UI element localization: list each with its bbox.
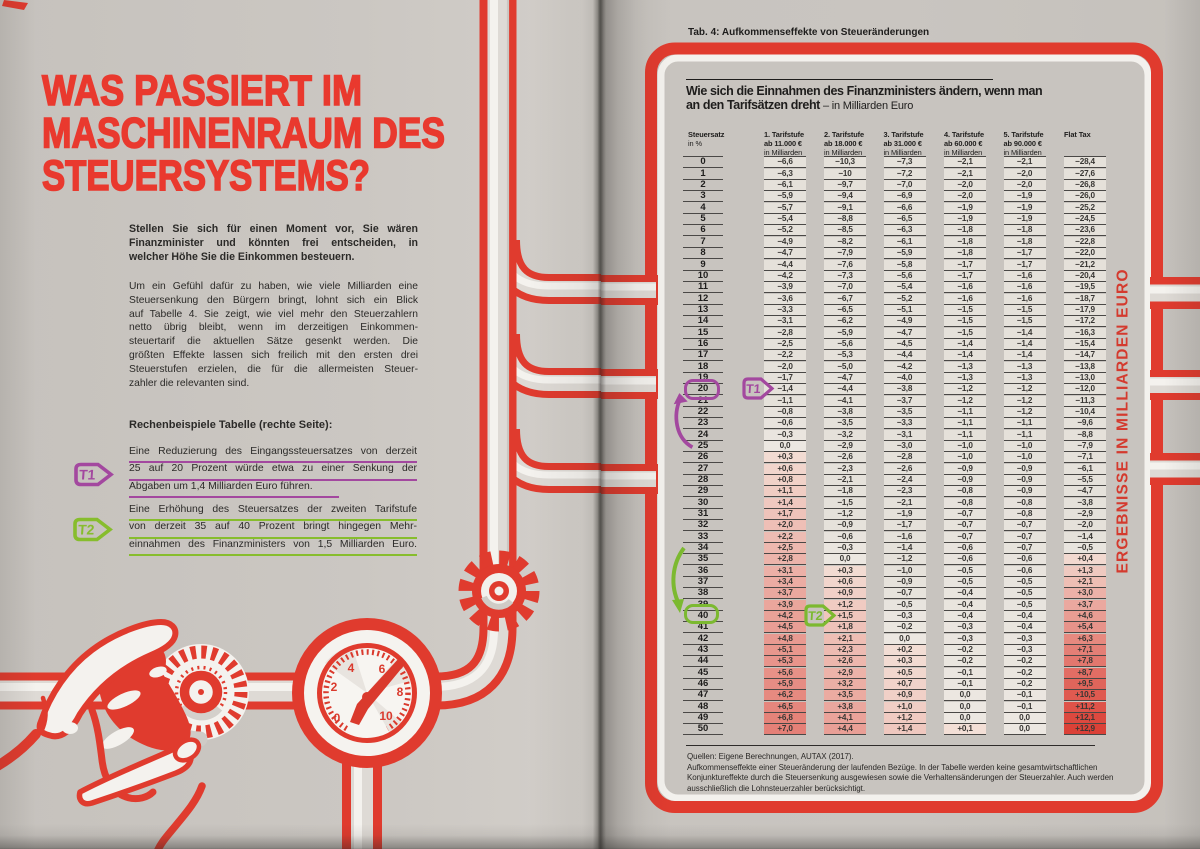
svg-text:WAS PASSIERT IM: WAS PASSIERT IM <box>42 68 362 115</box>
svg-text:T2: T2 <box>808 609 824 623</box>
svg-text:8: 8 <box>397 685 404 699</box>
svg-text:T2: T2 <box>77 522 95 538</box>
svg-text:MASCHINENRAUM DES: MASCHINENRAUM DES <box>42 111 445 158</box>
svg-text:0: 0 <box>334 711 341 725</box>
svg-text:4: 4 <box>348 661 355 675</box>
svg-text:10: 10 <box>379 709 393 723</box>
svg-text:T1: T1 <box>746 382 762 396</box>
svg-text:STEUERSYSTEMS?: STEUERSYSTEMS? <box>42 153 370 200</box>
svg-text:2: 2 <box>331 680 338 694</box>
svg-text:T1: T1 <box>78 467 96 483</box>
